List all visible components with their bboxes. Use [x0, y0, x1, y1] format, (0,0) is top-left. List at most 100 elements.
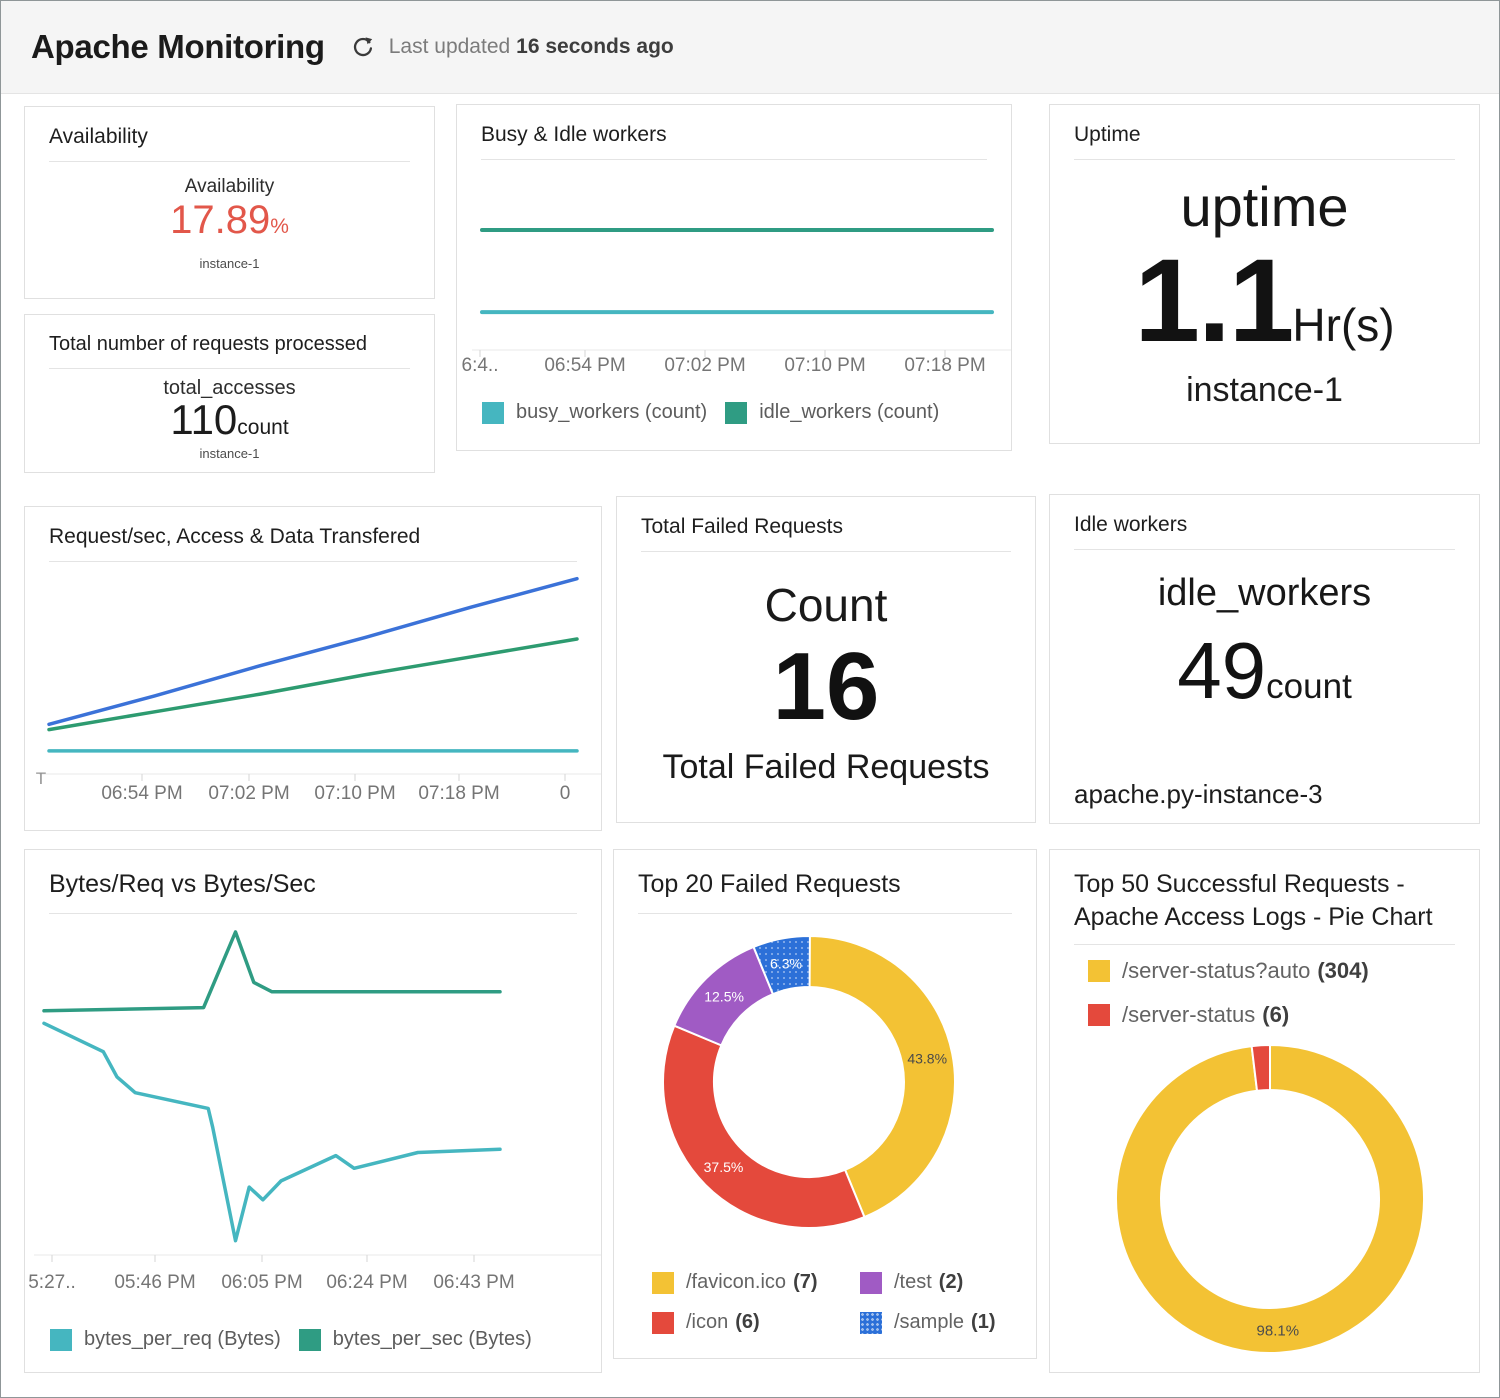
svg-text:98.1%: 98.1%	[1257, 1322, 1300, 1339]
last-updated-label: Last updated	[388, 35, 511, 58]
widget-title: Top 20 Failed Requests	[638, 870, 901, 898]
widget-top50-successful: Top 50 Successful Requests - Apache Acce…	[1049, 849, 1480, 1373]
legend-count: (7)	[793, 1271, 818, 1293]
legend-label: /favicon.ico	[686, 1271, 787, 1293]
metric-label: total_accesses	[163, 377, 296, 399]
divider	[1074, 159, 1455, 160]
x-tick: 5:27..	[28, 1272, 76, 1293]
total-failed-value: 16	[772, 633, 880, 740]
legend-chip-idle-workers	[725, 401, 748, 424]
x-tick-clipped: T	[35, 769, 47, 788]
x-tick: 06:43 PM	[433, 1272, 515, 1293]
instance-label: apache.py-instance-3	[1074, 779, 1323, 809]
legend-label: /server-status	[1122, 1002, 1256, 1027]
uptime-value: 1.1	[1134, 235, 1294, 367]
x-tick: 06:05 PM	[221, 1272, 303, 1293]
refresh-icon[interactable]	[351, 34, 377, 60]
last-updated: Last updated 16 seconds ago	[389, 35, 674, 59]
legend-item-icon[interactable]: /icon (6)	[652, 1311, 760, 1334]
legend-chip-server-status	[1088, 1004, 1110, 1026]
widget-title: Top 50 Successful Requests - Apache Acce…	[1050, 850, 1479, 944]
x-tick: 0	[559, 783, 571, 804]
bytes-line-chart[interactable]	[25, 910, 602, 1266]
total-requests-unit: count	[237, 416, 289, 439]
widget-title: Busy & Idle workers	[481, 123, 667, 146]
x-tick: 07:10 PM	[314, 783, 396, 804]
widget-busy-idle-workers: Busy & Idle workers 6:4.. 06:54 PM 07:02…	[456, 104, 1012, 451]
total-requests-value: 110	[170, 396, 238, 443]
x-tick: 06:24 PM	[326, 1272, 408, 1293]
legend-label: /icon	[686, 1311, 729, 1333]
legend-item-idle-workers[interactable]: idle_workers (count)	[759, 401, 940, 423]
divider	[481, 159, 987, 160]
widget-title: Availability	[49, 125, 148, 148]
x-tick: 07:02 PM	[664, 355, 746, 376]
widget-total-failed: Total Failed Requests Count 16 Total Fai…	[616, 496, 1036, 823]
legend-count: (6)	[1262, 1002, 1290, 1027]
legend-chip-server-status-auto	[1088, 960, 1110, 982]
legend-count: (2)	[938, 1271, 964, 1293]
metric-label: uptime	[1180, 175, 1349, 238]
reqsec-line-chart[interactable]	[25, 564, 602, 784]
divider	[1074, 549, 1455, 550]
divider	[49, 161, 410, 162]
legend-chip-sample	[860, 1311, 882, 1334]
idle-workers-value: 49	[1177, 626, 1267, 715]
metric-caption: Total Failed Requests	[662, 748, 990, 786]
legend-item-server-status-auto[interactable]: /server-status?auto (304)	[1088, 958, 1369, 984]
legend-label: /sample	[894, 1311, 965, 1333]
availability-value: 17.89	[170, 198, 271, 242]
widget-title: Total Failed Requests	[641, 515, 843, 538]
legend-item-bytes-per-sec[interactable]: bytes_per_sec (Bytes)	[332, 1328, 532, 1350]
widget-title: Uptime	[1074, 123, 1141, 146]
widget-title-line1: Top 50 Successful Requests -	[1074, 870, 1405, 898]
widget-title: Bytes/Req vs Bytes/Sec	[49, 870, 316, 898]
legend-chip-bytes-per-sec	[298, 1328, 321, 1351]
x-tick: 06:54 PM	[544, 355, 626, 376]
top20-donut-chart[interactable]: 43.8% 37.5% 12.5% 6.3%	[614, 850, 1037, 1359]
instance-label: instance-1	[1186, 371, 1343, 409]
svg-text:12.5%: 12.5%	[704, 989, 744, 1005]
widget-bytes-chart: Bytes/Req vs Bytes/Sec 5:27.. 05:46 PM 0…	[24, 849, 602, 1373]
legend-item-server-status[interactable]: /server-status (6)	[1088, 1002, 1289, 1028]
divider	[49, 561, 577, 562]
header-bar: Apache Monitoring Last updated 16 seconds…	[1, 1, 1499, 94]
uptime-unit: Hr(s)	[1292, 299, 1395, 351]
legend-count: (6)	[735, 1311, 760, 1333]
divider	[638, 913, 1012, 914]
widget-availability: Availability Availability 17.89 % instan…	[24, 106, 435, 299]
instance-label: instance-1	[199, 256, 260, 271]
widget-reqsec-chart: Request/sec, Access & Data Transfered T …	[24, 506, 602, 831]
widget-title: Total number of requests processed	[49, 333, 367, 355]
legend-item-sample[interactable]: /sample (1)	[860, 1311, 995, 1334]
legend-chip-bytes-per-req	[50, 1328, 72, 1351]
x-tick: 07:02 PM	[208, 783, 290, 804]
top50-donut-chart[interactable]: 98.1%	[1050, 850, 1480, 1373]
legend-item-busy-workers[interactable]: busy_workers (count)	[516, 401, 708, 423]
divider	[49, 368, 410, 369]
chart-legend: bytes_per_req (Bytes) bytes_per_sec (Byt…	[50, 1328, 532, 1351]
widget-uptime: Uptime uptime 1.1 Hr(s) instance-1	[1049, 104, 1480, 444]
legend-item-favicon[interactable]: /favicon.ico (7)	[652, 1271, 818, 1294]
widget-idle-workers: Idle workers idle_workers 49 count apach…	[1049, 494, 1480, 824]
svg-text:6.3%: 6.3%	[770, 956, 802, 972]
widget-title: Request/sec, Access & Data Transfered	[49, 525, 421, 548]
metric-label: Count	[764, 579, 888, 631]
x-tick: 07:18 PM	[418, 783, 500, 804]
legend-item-bytes-per-req[interactable]: bytes_per_req (Bytes)	[84, 1328, 281, 1350]
page-title: Apache Monitoring	[31, 28, 325, 65]
last-updated-value: 16 seconds ago	[516, 35, 674, 58]
divider	[1074, 944, 1455, 945]
idle-workers-unit: count	[1266, 667, 1352, 706]
widget-title-line2: Apache Access Logs - Pie Chart	[1074, 903, 1433, 931]
busy-idle-line-chart[interactable]	[457, 162, 1012, 362]
widget-title: Idle workers	[1074, 513, 1188, 536]
legend-item-test[interactable]: /test (2)	[860, 1271, 963, 1294]
metric-label: idle_workers	[1157, 572, 1372, 614]
legend-count: (304)	[1317, 958, 1369, 983]
x-tick: 05:46 PM	[114, 1272, 196, 1293]
widget-total-requests: Total number of requests processed total…	[24, 314, 435, 473]
chart-legend: busy_workers (count) idle_workers (count…	[482, 401, 939, 424]
x-tick: 07:18 PM	[904, 355, 986, 376]
